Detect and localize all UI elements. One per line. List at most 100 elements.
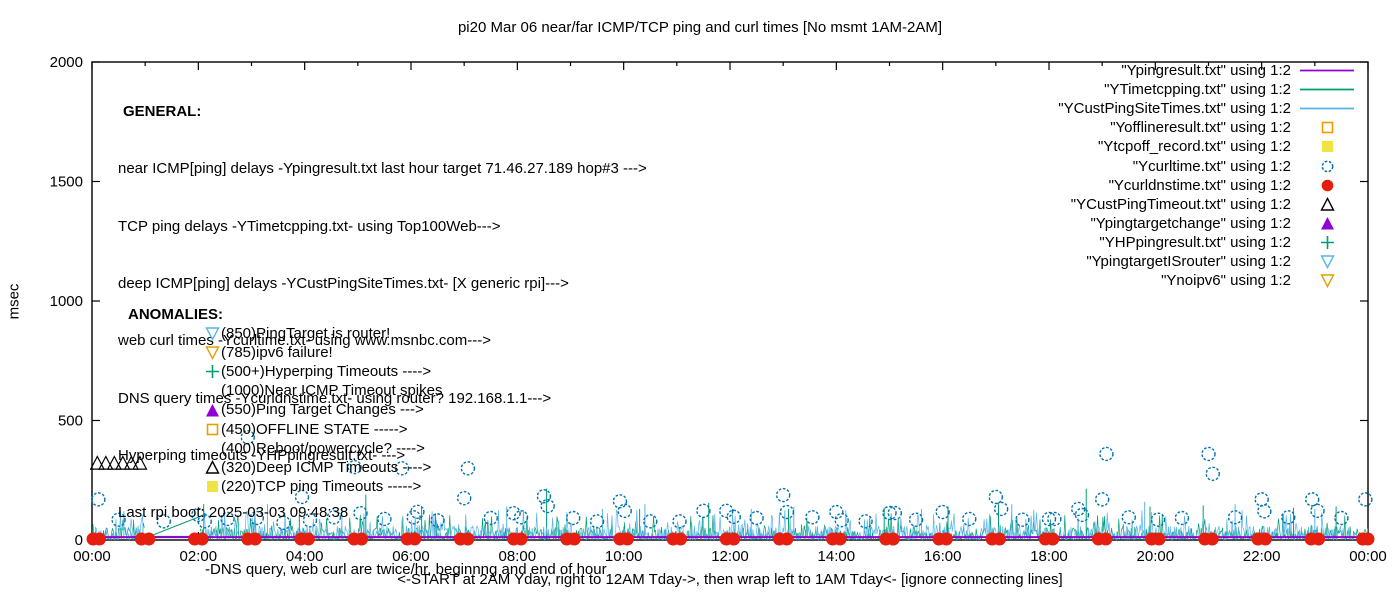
anomaly-text: (785)ipv6 failure! [221, 344, 333, 362]
down-triangle-icon [1297, 254, 1357, 269]
anomalies-annotation-block: ANOMALIES: (850)PingTarget is router! (7… [123, 305, 442, 496]
y-tick-label: 1000 [50, 293, 83, 310]
legend-item: "YCustPingSiteTimes.txt" using 1:2 [1058, 99, 1357, 118]
y-tick-label: 1500 [50, 174, 83, 191]
connecting-line [146, 515, 202, 539]
legend-label: "YTimetcpping.txt" using 1:2 [1104, 81, 1291, 99]
anomaly-text: (450)OFFLINE STATE -----> [221, 420, 408, 438]
legend-item: "Ycurltime.txt" using 1:2 [1058, 156, 1357, 175]
open-square-icon [1297, 120, 1357, 135]
deep-icmp-timeout-icon [205, 459, 221, 475]
legend-item: "YTimetcpping.txt" using 1:2 [1058, 80, 1357, 99]
down-triangle-icon [1297, 273, 1357, 289]
legend-label: "YpingtargetISrouter" using 1:2 [1086, 252, 1291, 270]
ping-target-change-icon [205, 403, 221, 418]
series-Ycurltime.txt [91, 430, 1373, 530]
legend-label: "Ypingresult.txt" using 1:2 [1121, 62, 1291, 80]
legend-item: "YpingtargetISrouter" using 1:2 [1058, 252, 1357, 271]
legend-item: "Ynoipv6" using 1:2 [1058, 271, 1357, 290]
y-axis-label: msec [5, 283, 23, 320]
offline-state-icon [205, 422, 221, 437]
filled-triangle-icon [1297, 216, 1357, 231]
x-axis-label: <-START at 2AM Yday, right to 12AM Tday-… [397, 571, 1063, 588]
x-tick-label: 20:00 [1137, 548, 1175, 565]
filled-square-icon [1297, 139, 1357, 154]
x-tick-label: 14:00 [818, 548, 856, 565]
general-line: deep ICMP[ping] delays -YCustPingSiteTim… [118, 275, 569, 293]
general-behavior-line: -DNS query, web curl are twice/hr, begin… [205, 561, 607, 579]
anomaly-row: (785)ipv6 failure! [205, 343, 442, 362]
general-line: web curl times -Ycurltime.txt- using www… [118, 332, 491, 350]
x-tick-label: 08:00 [499, 548, 537, 565]
anomaly-row: (400)Reboot/powercycle? ----> [205, 439, 442, 458]
hyperping-timeout-icon [205, 364, 221, 379]
legend: "Ypingresult.txt" using 1:2 "YTimetcppin… [1058, 61, 1357, 290]
legend-label: "Yofflineresult.txt" using 1:2 [1110, 119, 1291, 137]
legend-item: "Ypingresult.txt" using 1:2 [1058, 61, 1357, 80]
filled-circle-icon [1297, 178, 1357, 193]
general-line: Hyperping timeouts -YHPpingresult.txt- -… [118, 446, 406, 464]
x-tick-label: 10:00 [605, 548, 643, 565]
plot-series [86, 430, 1375, 546]
anomaly-text: (320)Deep ICMP Timeouts ----> [221, 458, 432, 476]
ipv6-failure-icon [205, 345, 221, 361]
x-tick-label: 04:00 [286, 548, 324, 565]
anomaly-text: (400)Reboot/powercycle? ----> [221, 439, 425, 457]
legend-item: "YCustPingTimeout.txt" using 1:2 [1058, 195, 1357, 214]
general-line: DNS query times -Ycurldnstime.txt- using… [118, 389, 552, 407]
general-annotation-block: GENERAL: near ICMP[ping] delays -Ypingre… [118, 64, 657, 600]
legend-item: "Yofflineresult.txt" using 1:2 [1058, 118, 1357, 137]
legend-item: "Ytcpoff_record.txt" using 1:2 [1058, 137, 1357, 156]
x-tick-label: 12:00 [711, 548, 749, 565]
general-line: near ICMP[ping] delays -Ypingresult.txt … [118, 160, 647, 178]
general-line: TCP ping delays -YTimetcpping.txt- using… [118, 217, 501, 235]
legend-label: "YCustPingSiteTimes.txt" using 1:2 [1058, 100, 1291, 118]
anomaly-row: (500+)Hyperping Timeouts ----> [205, 362, 442, 381]
series-Ycurldnstime.txt [86, 532, 1375, 546]
legend-item: "Ycurldnstime.txt" using 1:2 [1058, 176, 1357, 195]
anomaly-row: (550)Ping Target Changes ---> [205, 400, 442, 419]
y-tick-label: 2000 [50, 54, 83, 71]
anomaly-text: (550)Ping Target Changes ---> [221, 401, 424, 419]
anomaly-text: (500+)Hyperping Timeouts ----> [221, 363, 432, 381]
anomaly-row: (1000)Near ICMP Timeout spikes [205, 381, 442, 400]
y-tick-label: 0 [75, 532, 83, 549]
anomaly-row: (220)TCP ping Timeouts -----> [205, 477, 442, 496]
legend-label: "YHPpingresult.txt" using 1:2 [1099, 233, 1291, 251]
open-circle-icon [1297, 159, 1357, 174]
anomalies-heading: ANOMALIES: [128, 306, 223, 323]
line-sample-icon [1297, 63, 1357, 78]
legend-label: "Ytcpoff_record.txt" using 1:2 [1098, 138, 1291, 156]
anomaly-text: (1000)Near ICMP Timeout spikes [221, 382, 443, 400]
series-YCustPingTimeout.txt [89, 455, 148, 470]
legend-label: "Ypingtargetchange" using 1:2 [1090, 214, 1291, 232]
x-tick-label: 22:00 [1243, 548, 1281, 565]
legend-item: "Ypingtargetchange" using 1:2 [1058, 214, 1357, 233]
x-tick-label: 16:00 [924, 548, 962, 565]
x-tick-label: 18:00 [1030, 548, 1068, 565]
series-YCustPingSiteTimes.txt [91, 501, 1369, 542]
open-triangle-icon [1297, 196, 1357, 212]
x-tick-label: 02:00 [180, 548, 218, 565]
anomaly-text: (220)TCP ping Timeouts -----> [221, 477, 422, 495]
general-heading: GENERAL: [123, 103, 202, 121]
x-tick-label: 00:00 [73, 548, 111, 565]
chart-title: pi20 Mar 06 near/far ICMP/TCP ping and c… [457, 19, 943, 36]
legend-label: "Ynoipv6" using 1:2 [1161, 272, 1291, 290]
y-tick-label: 500 [58, 413, 83, 430]
anomaly-row: (450)OFFLINE STATE -----> [205, 420, 442, 439]
x-tick-label: 00:00 [1349, 548, 1387, 565]
legend-label: "Ycurltime.txt" using 1:2 [1132, 157, 1291, 175]
general-line: Last rpi boot: 2025-03-03 09:48:38 [118, 504, 349, 522]
legend-label: "YCustPingTimeout.txt" using 1:2 [1070, 195, 1291, 213]
legend-item: "YHPpingresult.txt" using 1:2 [1058, 233, 1357, 252]
anomaly-row: (850)PingTarget is router! [205, 324, 442, 343]
anomaly-text: (850)PingTarget is router! [221, 325, 391, 343]
tcp-ping-timeout-icon [205, 479, 221, 494]
ping-target-router-icon [205, 326, 221, 342]
anomaly-row: (320)Deep ICMP Timeouts ----> [205, 458, 442, 477]
x-tick-label: 06:00 [392, 548, 430, 565]
legend-label: "Ycurldnstime.txt" using 1:2 [1108, 176, 1291, 194]
plus-icon [1297, 235, 1357, 250]
